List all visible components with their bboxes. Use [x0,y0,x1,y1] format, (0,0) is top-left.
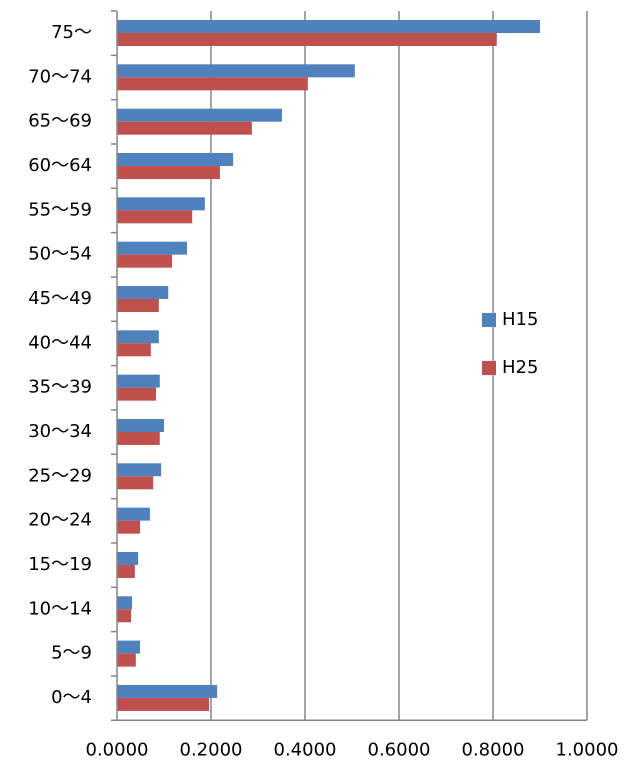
y-tick-label: 45〜49 [28,288,92,309]
bar [117,418,164,432]
x-tick-label: 0.8000 [462,739,525,760]
bar [117,33,497,46]
y-tick-label: 15〜19 [28,554,92,575]
bar [117,241,188,255]
bar [117,463,162,477]
y-tick-label: 20〜24 [28,510,92,531]
bar [117,210,193,224]
legend-label: H15 [502,309,538,330]
bar [117,165,220,179]
bar [117,697,210,711]
legend-swatch [482,361,496,375]
y-tick-label: 50〜54 [28,244,92,265]
x-tick-label: 1.0000 [556,739,619,760]
bar [117,298,159,312]
bar [117,330,159,344]
bar [117,343,151,357]
y-tick-label: 30〜34 [28,421,92,442]
bar [117,152,234,166]
bar [117,254,172,268]
bar [117,609,132,623]
y-tick-label: 0〜4 [51,687,92,708]
bar [117,108,282,122]
bar [117,596,133,610]
x-tick-label: 0.0000 [86,739,149,760]
legend-swatch [482,313,496,327]
bar [117,653,136,667]
y-tick-label: 70〜74 [28,66,92,87]
x-tick-label: 0.2000 [180,739,243,760]
y-tick-label: 25〜29 [28,465,92,486]
y-tick-label: 75〜 [51,22,92,43]
bar [117,520,141,534]
y-tick-label: 5〜9 [51,643,92,664]
bar [117,640,141,654]
y-tick-label: 65〜69 [28,111,92,132]
bar [117,564,135,578]
bar [117,20,540,33]
y-tick-label: 55〜59 [28,199,92,220]
bar [117,684,218,698]
y-tick-label: 35〜39 [28,377,92,398]
bar [117,387,157,401]
x-tick-label: 0.6000 [368,739,431,760]
bar [117,77,308,91]
legend-label: H25 [502,357,538,378]
bar [117,64,355,78]
bar [117,431,160,445]
bar [117,285,169,299]
y-tick-label: 40〜44 [28,332,92,353]
bar [117,374,160,388]
y-tick-label: 60〜64 [28,155,92,176]
bar [117,476,154,490]
bar [117,197,205,211]
x-tick-label: 0.4000 [274,739,337,760]
bar [117,551,139,565]
y-tick-label: 10〜14 [28,598,92,619]
bar [117,121,252,135]
bar [117,507,150,521]
